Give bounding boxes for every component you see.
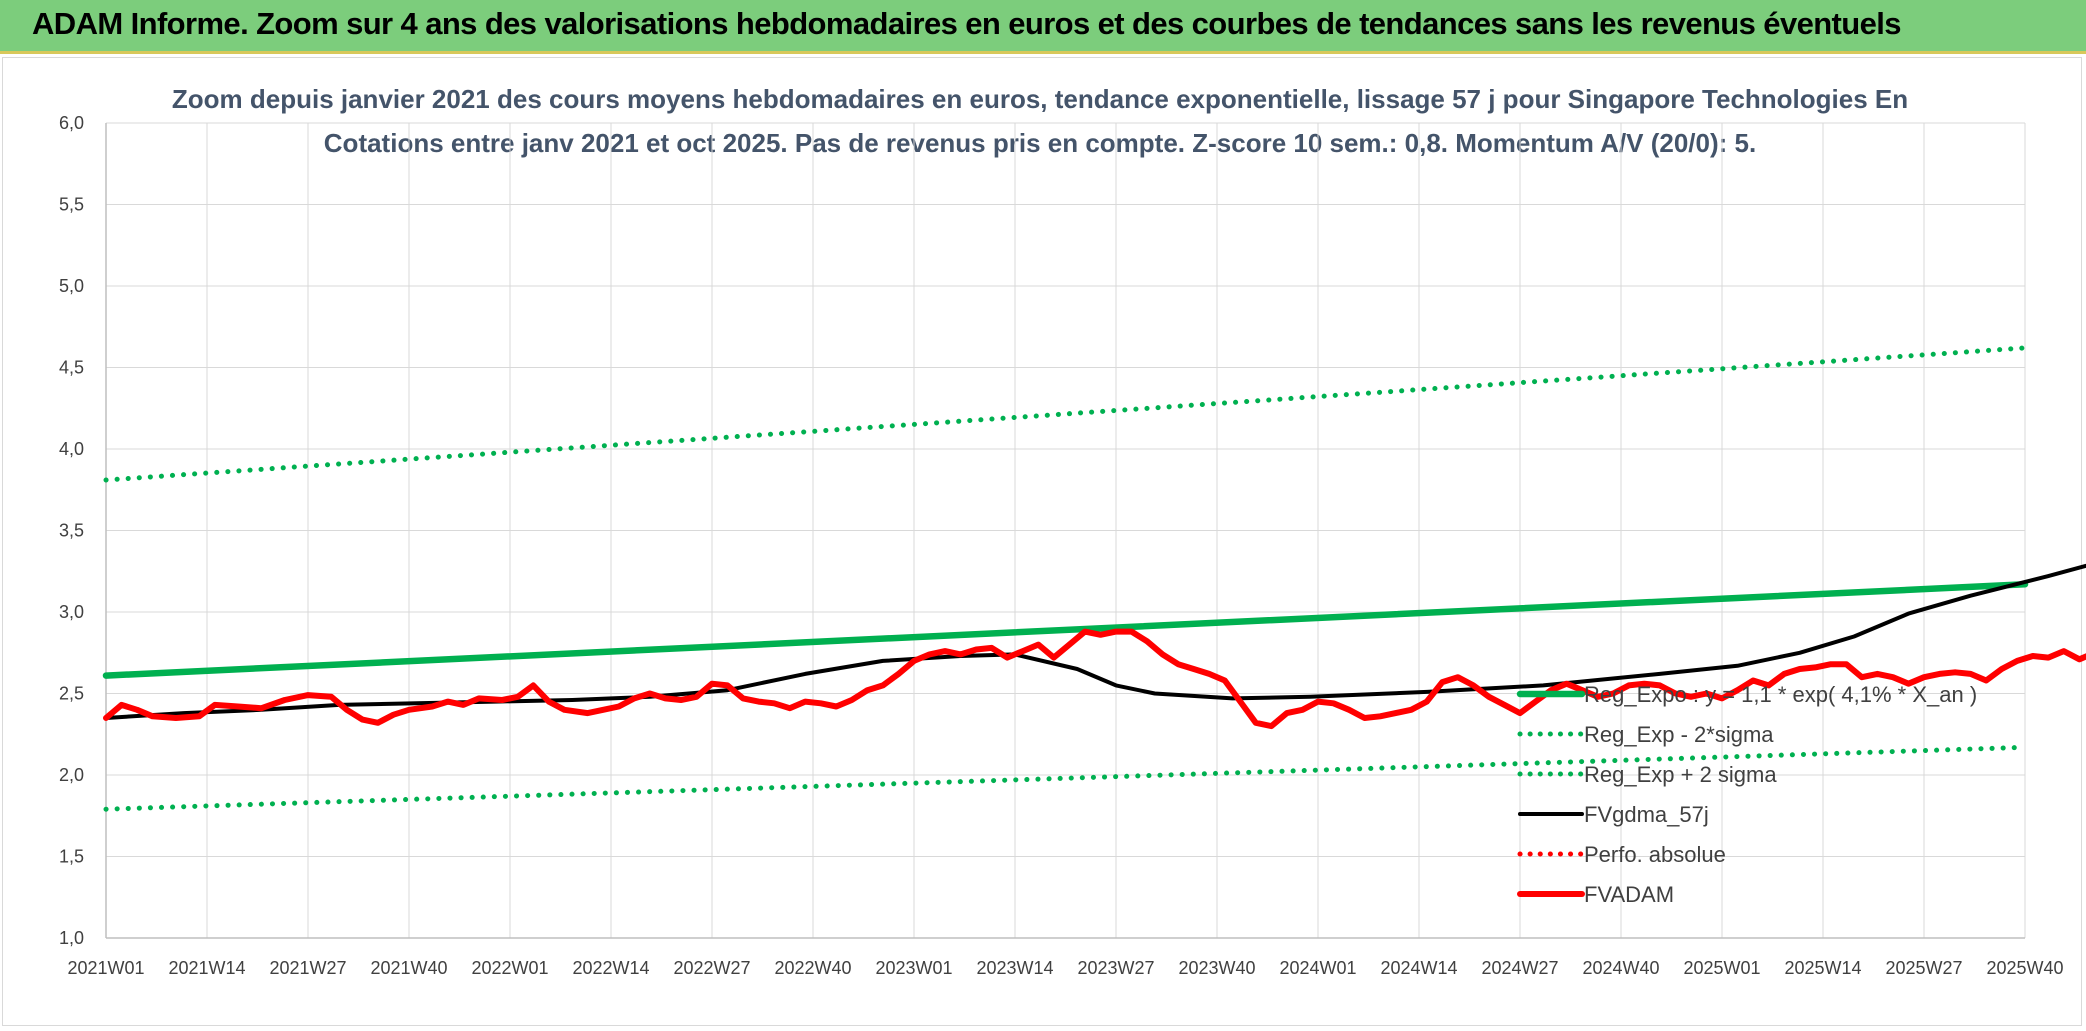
x-tick-label: 2022W27 (673, 958, 750, 978)
x-tick-label: 2023W01 (875, 958, 952, 978)
y-tick-label: 6,0 (59, 113, 84, 133)
series-line-2 (103, 345, 2028, 483)
y-tick-label: 3,0 (59, 602, 84, 622)
x-tick-label: 2021W27 (269, 958, 346, 978)
x-tick-label: 2023W27 (1077, 958, 1154, 978)
x-tick-label: 2022W01 (471, 958, 548, 978)
x-tick-label: 2024W40 (1582, 958, 1659, 978)
legend-label-4: Perfo. absolue (1584, 842, 1726, 867)
x-tick-label: 2023W40 (1178, 958, 1255, 978)
grid (105, 122, 2026, 939)
x-tick-label: 2024W01 (1279, 958, 1356, 978)
legend-label-5: FVADAM (1584, 882, 1674, 907)
x-tick-label: 2022W14 (572, 958, 649, 978)
x-tick-label: 2023W14 (976, 958, 1053, 978)
legend-label-1: Reg_Exp - 2*sigma (1584, 722, 1774, 747)
chart-title-line2: Cotations entre janv 2021 et oct 2025. P… (324, 128, 1756, 158)
y-tick-label: 2,5 (59, 684, 84, 704)
x-tick-label: 2021W40 (370, 958, 447, 978)
chart-frame (2, 57, 2082, 1026)
x-tick-label: 2025W01 (1683, 958, 1760, 978)
series-line-5 (103, 628, 2086, 730)
x-tick-label: 2021W14 (168, 958, 245, 978)
x-tick-label: 2022W40 (774, 958, 851, 978)
y-tick-label: 3,5 (59, 521, 84, 541)
series-group (102, 345, 2086, 812)
x-tick-label: 2025W14 (1784, 958, 1861, 978)
x-tick-label: 2024W14 (1380, 958, 1457, 978)
y-tick-label: 5,0 (59, 276, 84, 296)
series-line-0 (102, 581, 2029, 679)
chart-title-line1: Zoom depuis janvier 2021 des cours moyen… (172, 84, 1908, 114)
series-line-1 (103, 744, 2028, 812)
report-title: ADAM Informe. Zoom sur 4 ans des valoris… (32, 6, 1902, 41)
legend-label-2: Reg_Exp + 2 sigma (1584, 762, 1777, 787)
y-tick-label: 5,5 (59, 195, 84, 215)
y-tick-label: 4,5 (59, 358, 84, 378)
series-line-3 (104, 563, 2086, 720)
x-tick-label: 2025W40 (1986, 958, 2063, 978)
x-tick-label: 2021W01 (67, 958, 144, 978)
x-tick-label: 2025W27 (1885, 958, 1962, 978)
x-tick-label: 2024W27 (1481, 958, 1558, 978)
y-tick-label: 1,5 (59, 847, 84, 867)
axis-labels: 1,0 1,5 2,0 2,5 3,0 3,5 4,0 4,5 5,0 5,5 6,0 2021W01… (59, 113, 2064, 978)
legend-label-0: Reg_Expo : y = 1,1 * exp( 4,1% * X_an ) (1584, 682, 1977, 707)
legend: Reg_Expo : y = 1,1 * exp( 4,1% * X_an ) R… (1516, 682, 1977, 907)
y-tick-label: 2,0 (59, 765, 84, 785)
y-tick-label: 1,0 (59, 928, 84, 948)
legend-label-3: FVgdma_57j (1584, 802, 1709, 827)
y-tick-label: 4,0 (59, 439, 84, 459)
report-banner: ADAM Informe. Zoom sur 4 ans des valoris… (0, 0, 2086, 54)
